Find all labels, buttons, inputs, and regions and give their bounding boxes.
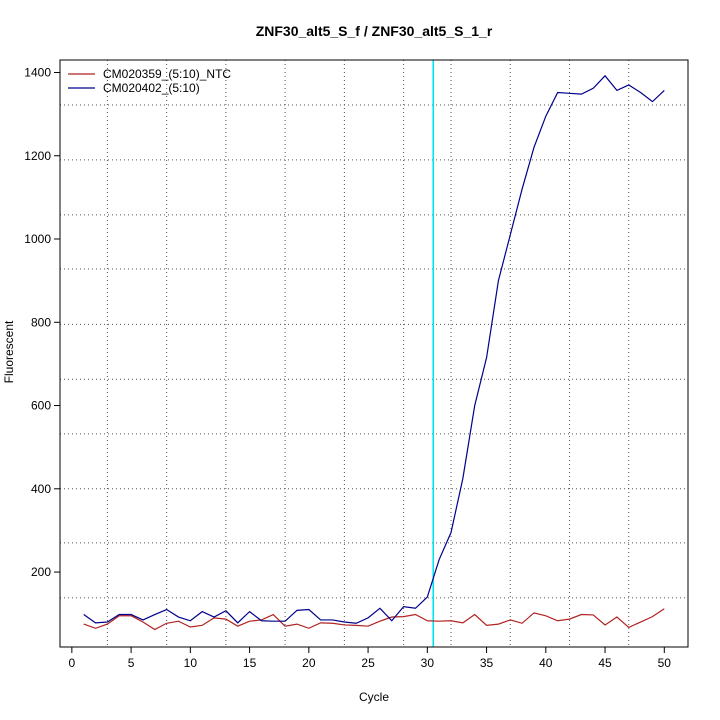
legend-label: CM020402_(5:10) bbox=[103, 81, 200, 95]
x-tick-label: 20 bbox=[302, 656, 316, 670]
x-tick-label: 45 bbox=[598, 656, 612, 670]
x-tick-label: 30 bbox=[421, 656, 435, 670]
x-tick-label: 5 bbox=[128, 656, 135, 670]
y-tick-label: 1200 bbox=[24, 149, 51, 163]
legend-label: CM020359_(5:10)_NTC bbox=[103, 67, 231, 81]
x-tick-label: 50 bbox=[658, 656, 672, 670]
x-tick-label: 35 bbox=[480, 656, 494, 670]
x-tick-label: 10 bbox=[184, 656, 198, 670]
y-tick-label: 200 bbox=[31, 565, 51, 579]
x-tick-label: 0 bbox=[69, 656, 76, 670]
x-tick-label: 25 bbox=[361, 656, 375, 670]
y-tick-label: 400 bbox=[31, 482, 51, 496]
chart-title: ZNF30_alt5_S_f / ZNF30_alt5_S_1_r bbox=[256, 23, 493, 39]
y-tick-label: 1400 bbox=[24, 65, 51, 79]
x-tick-label: 15 bbox=[243, 656, 257, 670]
x-tick-label: 40 bbox=[539, 656, 553, 670]
plot-area: 0 5 10 15 20 25 30 35 40 45 50 200 400 600 800 1000 1200… bbox=[24, 59, 689, 670]
series-line-1 bbox=[83, 608, 665, 631]
series-line-2 bbox=[83, 74, 665, 624]
x-axis-title: Cycle bbox=[359, 690, 389, 704]
plot-border bbox=[59, 59, 689, 648]
y-tick-label: 800 bbox=[31, 315, 51, 329]
y-tick-label: 600 bbox=[31, 399, 51, 413]
y-tick-label: 1000 bbox=[24, 232, 51, 246]
y-axis-title: Fluorescent bbox=[2, 320, 16, 383]
